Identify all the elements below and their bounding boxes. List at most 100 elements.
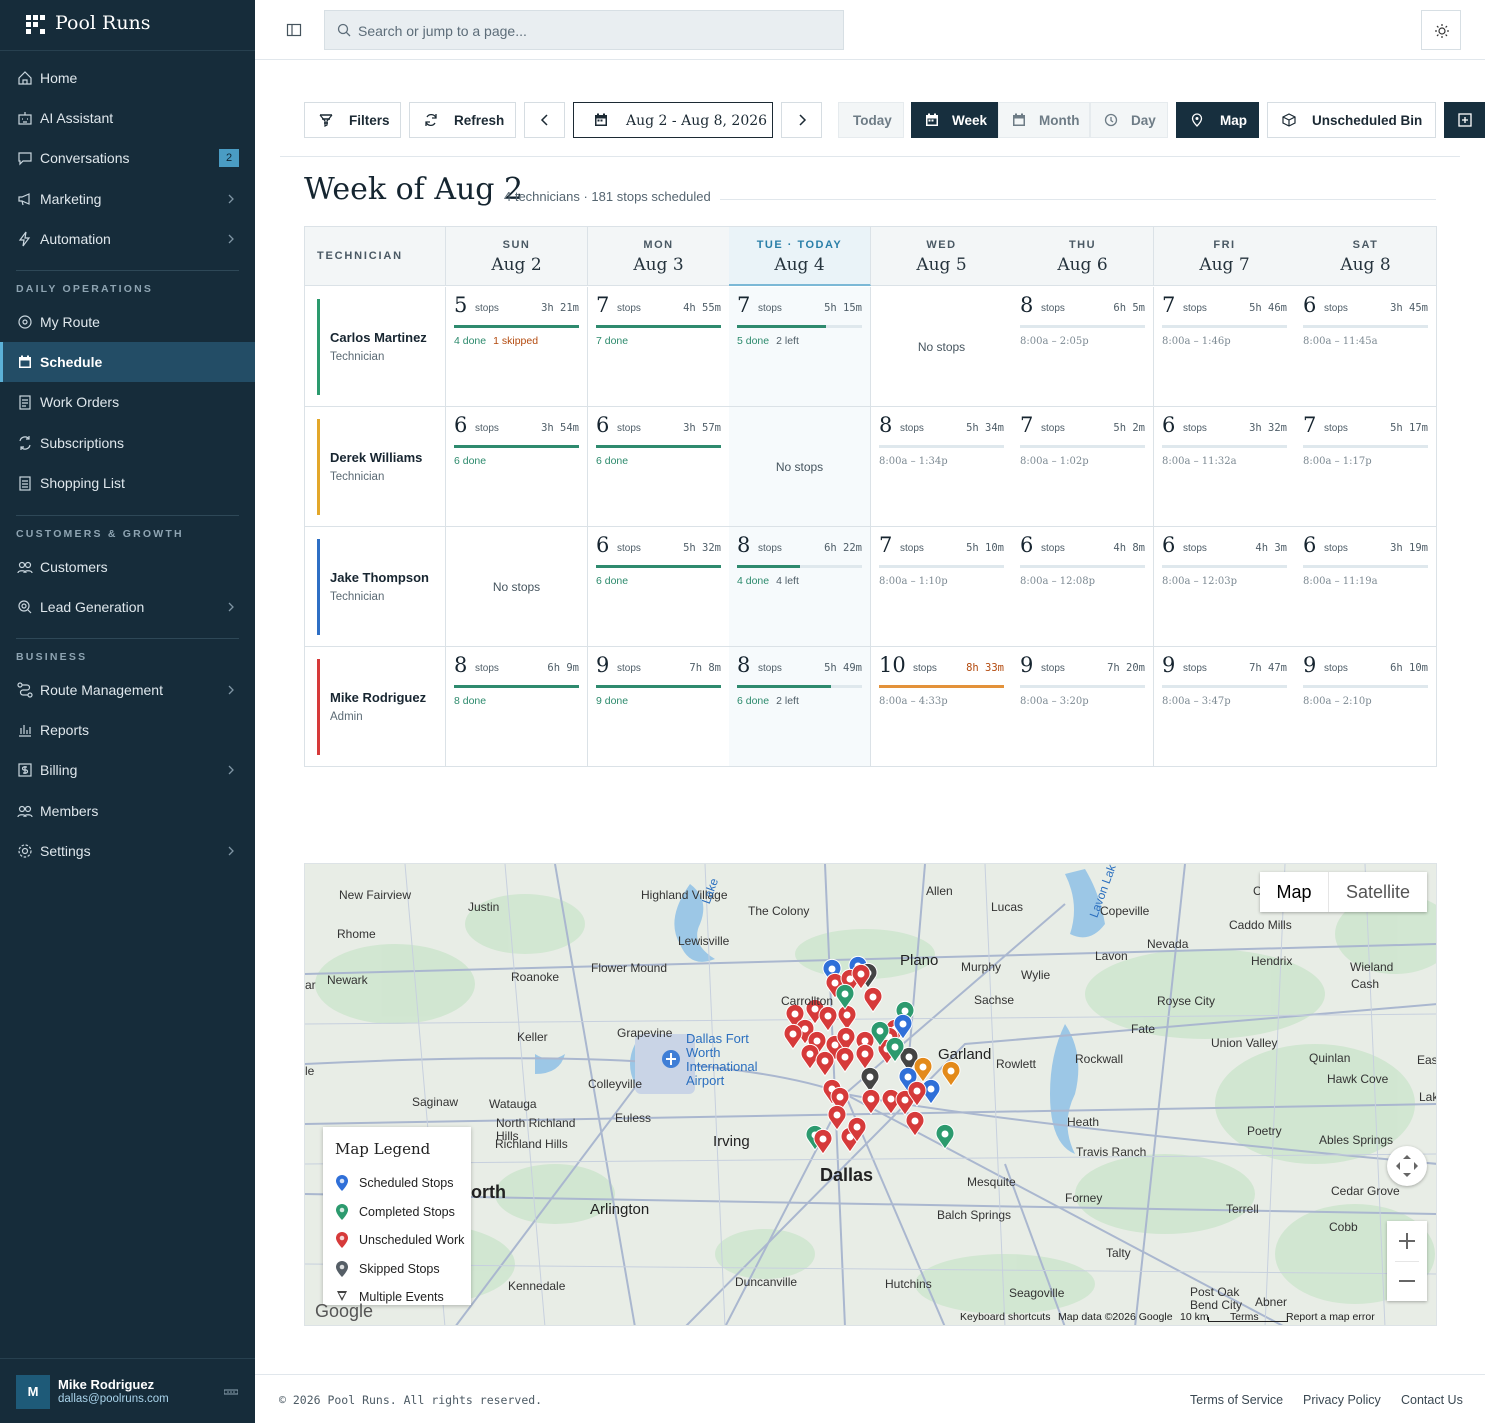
- sidebar-item-label: Subscriptions: [40, 434, 125, 451]
- schedule-cell[interactable]: 7 stops 5h 15m 5 done 2 left: [729, 287, 871, 407]
- sidebar-item-work-orders[interactable]: Work Orders: [0, 382, 255, 422]
- schedule-cell[interactable]: No stops: [729, 407, 871, 527]
- unscheduled-bin-button[interactable]: Unscheduled Bin: [1267, 102, 1436, 138]
- schedule-cell[interactable]: No stops: [871, 287, 1013, 407]
- stop-count: 6: [1162, 533, 1176, 557]
- schedule-cell[interactable]: 6 stops 3h 19m 8:00a – 11:19a: [1295, 527, 1437, 647]
- sidebar-item-home[interactable]: Home: [0, 58, 255, 98]
- schedule-cell[interactable]: 8 stops 6h 5m 8:00a – 2:05p: [1012, 287, 1154, 407]
- next-week-button[interactable]: [781, 102, 822, 138]
- map-type-satellite-button[interactable]: Satellite: [1328, 872, 1427, 912]
- schedule-cell[interactable]: 6 stops 4h 3m 8:00a – 12:03p: [1154, 527, 1296, 647]
- schedule-cell[interactable]: 9 stops 7h 20m 8:00a – 3:20p: [1012, 647, 1154, 767]
- today-button[interactable]: Today: [838, 102, 904, 138]
- sidebar-item-customers[interactable]: Customers: [0, 547, 255, 587]
- stops-label: stops: [475, 303, 499, 314]
- sidebar-item-settings[interactable]: Settings: [0, 831, 255, 871]
- map-toggle-button[interactable]: Map: [1176, 102, 1259, 138]
- stop-status: 4 done 1 skipped: [454, 335, 538, 347]
- schedule-cell[interactable]: 8 stops 5h 34m 8:00a – 1:34p: [871, 407, 1013, 527]
- progress-track: [1303, 565, 1428, 568]
- technician-row-header[interactable]: Jake Thompson Technician: [305, 527, 446, 647]
- privacy-link[interactable]: Privacy Policy: [1303, 1393, 1381, 1407]
- map-marker-dot: [919, 1063, 927, 1071]
- map-place-label: Rockwall: [1075, 1052, 1124, 1066]
- schedule-cell[interactable]: 8 stops 6h 22m 4 done 4 left: [729, 527, 871, 647]
- day-header-aug-7[interactable]: FRI Aug 7: [1154, 227, 1296, 286]
- theme-toggle-button[interactable]: [1421, 10, 1461, 50]
- sidebar-item-automation[interactable]: Automation: [0, 219, 255, 259]
- recenter-button[interactable]: [1387, 1146, 1427, 1186]
- contact-link[interactable]: Contact Us: [1401, 1393, 1463, 1407]
- map-footer-item[interactable]: Terms: [1230, 1311, 1259, 1323]
- schedule-cell[interactable]: 6 stops 3h 57m 6 done: [588, 407, 730, 527]
- app-logo[interactable]: Pool Runs: [0, 0, 255, 51]
- day-header-aug-2[interactable]: SUN Aug 2: [446, 227, 588, 286]
- schedule-cell[interactable]: 10 stops 8h 33m 8:00a – 4:33p: [871, 647, 1013, 767]
- sidebar-item-members[interactable]: Members: [0, 791, 255, 831]
- schedule-cell[interactable]: 9 stops 7h 47m 8:00a – 3:47p: [1154, 647, 1296, 767]
- schedule-cell[interactable]: 7 stops 5h 10m 8:00a – 1:10p: [871, 527, 1013, 647]
- week-view-button[interactable]: Week: [911, 102, 998, 138]
- sidebar-item-lead-generation[interactable]: Lead Generation: [0, 587, 255, 627]
- schedule-cell[interactable]: 6 stops 3h 54m 6 done: [446, 407, 588, 527]
- schedule-cell[interactable]: 7 stops 5h 17m 8:00a – 1:17p: [1295, 407, 1437, 527]
- day-view-button[interactable]: Day: [1090, 102, 1168, 138]
- technician-row-header[interactable]: Carlos Martinez Technician: [305, 287, 446, 407]
- done-count: 5 done: [737, 335, 770, 347]
- schedule-cell[interactable]: 7 stops 5h 2m 8:00a – 1:02p: [1012, 407, 1154, 527]
- user-profile[interactable]: M Mike Rodriguez dallas@poolruns.com: [0, 1358, 255, 1423]
- map-place-label: The Colony: [748, 904, 810, 918]
- schedule-cell[interactable]: No stops: [446, 527, 588, 647]
- schedule-cell[interactable]: 6 stops 3h 45m 8:00a – 11:45a: [1295, 287, 1437, 407]
- schedule-cell[interactable]: 7 stops 4h 55m 7 done: [588, 287, 730, 407]
- sidebar-item-billing[interactable]: Billing: [0, 750, 255, 790]
- route-map[interactable]: New Fairview Justin Rhome Newark Roanoke High…: [304, 863, 1437, 1326]
- zoom-in-icon[interactable]: [1387, 1221, 1427, 1261]
- schedule-cell[interactable]: 6 stops 4h 8m 8:00a – 12:08p: [1012, 527, 1154, 647]
- map-scale-bar: [1208, 1317, 1288, 1322]
- date-range-button[interactable]: Aug 2 - Aug 8, 2026: [573, 102, 773, 138]
- chevron-left-icon: [540, 114, 548, 126]
- search-input[interactable]: Search or jump to a page...: [324, 10, 844, 50]
- map-footer-item[interactable]: Keyboard shortcuts: [960, 1311, 1051, 1323]
- zoom-out-icon[interactable]: [1387, 1261, 1427, 1301]
- map-place-label: Heath: [1067, 1115, 1100, 1129]
- sidebar-toggle-icon[interactable]: [286, 22, 302, 38]
- map-place-label: Hutchins: [885, 1277, 932, 1291]
- add-event-button[interactable]: [1444, 102, 1485, 138]
- terms-link[interactable]: Terms of Service: [1190, 1393, 1284, 1407]
- more-icon[interactable]: [224, 1389, 238, 1395]
- sidebar-item-my-route[interactable]: My Route: [0, 302, 255, 342]
- sidebar-item-ai-assistant[interactable]: AI Assistant: [0, 98, 255, 138]
- map-type-map-button[interactable]: Map: [1276, 882, 1312, 902]
- map-marker-dot: [841, 990, 849, 998]
- sidebar-item-schedule[interactable]: Schedule: [0, 342, 255, 383]
- schedule-cell[interactable]: 8 stops 5h 49m 6 done 2 left: [729, 647, 871, 767]
- sidebar-item-route-management[interactable]: Route Management: [0, 670, 255, 710]
- schedule-cell[interactable]: 9 stops 6h 10m 8:00a – 2:10p: [1295, 647, 1437, 767]
- sidebar-item-reports[interactable]: Reports: [0, 710, 255, 750]
- map-footer-item[interactable]: Report a map error: [1286, 1311, 1375, 1323]
- day-header-aug-5[interactable]: WED Aug 5: [871, 227, 1013, 286]
- sidebar-item-marketing[interactable]: Marketing: [0, 179, 255, 219]
- sidebar-item-conversations[interactable]: Conversations 2: [0, 138, 255, 178]
- technician-row-header[interactable]: Derek Williams Technician: [305, 407, 446, 527]
- day-header-aug-6[interactable]: THU Aug 6: [1012, 227, 1154, 286]
- technician-row-header[interactable]: Mike Rodriguez Admin: [305, 647, 446, 767]
- refresh-button[interactable]: Refresh: [409, 102, 516, 138]
- day-header-aug-4[interactable]: TUE · TODAY Aug 4: [729, 227, 871, 286]
- filters-button[interactable]: Filters: [304, 102, 401, 138]
- sidebar-item-subscriptions[interactable]: Subscriptions: [0, 423, 255, 463]
- schedule-cell[interactable]: 7 stops 5h 46m 8:00a – 1:46p: [1154, 287, 1296, 407]
- schedule-cell[interactable]: 6 stops 5h 32m 6 done: [588, 527, 730, 647]
- day-header-aug-3[interactable]: MON Aug 3: [588, 227, 730, 286]
- schedule-cell[interactable]: 6 stops 3h 32m 8:00a – 11:32a: [1154, 407, 1296, 527]
- schedule-cell[interactable]: 9 stops 7h 8m 9 done: [588, 647, 730, 767]
- month-view-button[interactable]: Month: [998, 102, 1090, 138]
- schedule-cell[interactable]: 5 stops 3h 21m 4 done 1 skipped: [446, 287, 588, 407]
- sidebar-item-shopping-list[interactable]: Shopping List: [0, 463, 255, 503]
- day-header-aug-8[interactable]: SAT Aug 8: [1295, 227, 1437, 286]
- schedule-cell[interactable]: 8 stops 6h 9m 8 done: [446, 647, 588, 767]
- prev-week-button[interactable]: [524, 102, 565, 138]
